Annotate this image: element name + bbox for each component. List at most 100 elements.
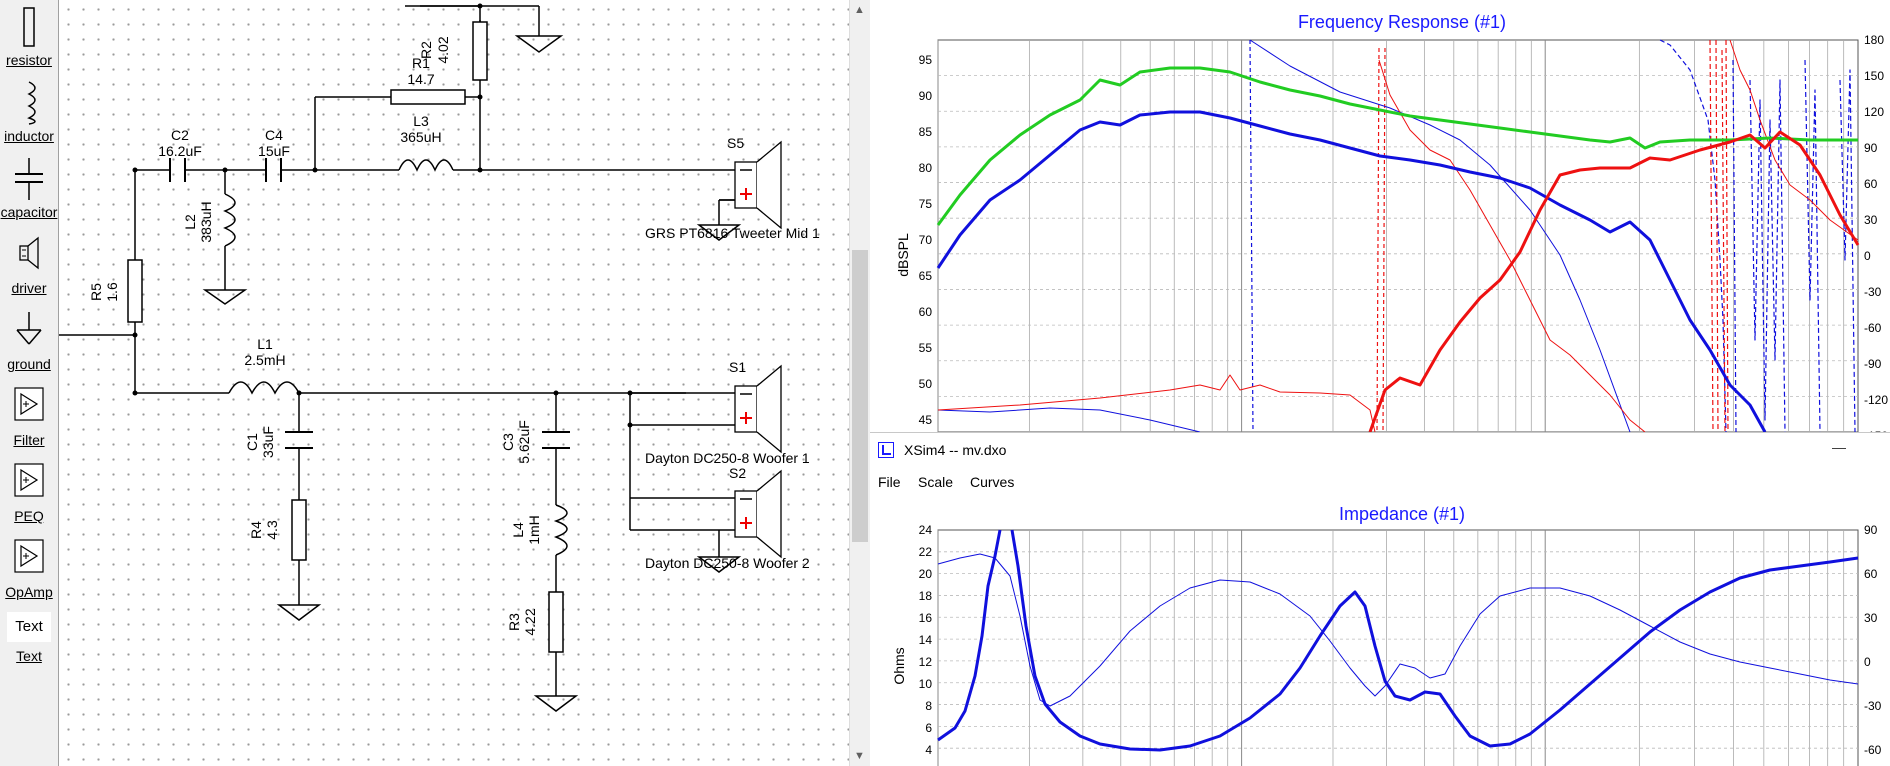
impedance-chart[interactable]: Impedance (#1) Ohms 2422201816141210864 … <box>870 496 1890 766</box>
axis-tick-label: 45 <box>919 413 933 427</box>
tool-label: OpAmp <box>5 584 53 600</box>
imp-right-ticks: 90 60 30 0 -30 -60 <box>1864 523 1882 757</box>
axis-tick-label: 80 <box>919 161 933 175</box>
r3-name: R3 <box>506 613 522 631</box>
s5-name: S5 <box>727 135 744 151</box>
woofer-low-curve <box>937 407 1201 433</box>
scroll-up-icon[interactable]: ▲ <box>854 4 865 16</box>
schematic-drawing: R2 4.02 R1 14.7 L3 365uH C2 16.2uF C4 15… <box>59 3 820 712</box>
menu-scale[interactable]: Scale <box>918 474 954 490</box>
axis-tick-label: 20 <box>919 567 933 581</box>
axis-tick-label: 30 <box>1864 213 1878 227</box>
scrollbar-thumb[interactable] <box>852 250 868 542</box>
app-icon <box>878 442 894 458</box>
driver-icon <box>19 236 39 270</box>
r1-value: 14.7 <box>407 71 434 87</box>
tool-driver[interactable]: driver <box>0 232 58 296</box>
axis-tick-label: 120 <box>1864 105 1884 119</box>
axis-tick-label: 22 <box>919 545 933 559</box>
s2-label: Dayton DC250-8 Woofer 2 <box>645 555 810 571</box>
tool-resistor[interactable]: resistor <box>0 4 58 68</box>
r2-name: R2 <box>418 41 434 59</box>
minimize-button[interactable]: — <box>1832 439 1846 455</box>
c1-name: C1 <box>244 433 260 451</box>
s2-name: S2 <box>729 465 746 481</box>
r4-name: R4 <box>248 521 264 539</box>
tweeter-phase-curve <box>1378 39 1859 433</box>
axis-tick-label: 75 <box>919 197 933 211</box>
tool-ground[interactable]: ground <box>0 308 58 372</box>
component-toolbar: resistor inductor capacitor driver groun… <box>0 0 59 766</box>
axis-tick-label: 16 <box>919 611 933 625</box>
imp-grid <box>937 530 1858 766</box>
tool-label: ground <box>7 356 51 372</box>
axis-tick-label: 90 <box>1864 523 1878 537</box>
tool-peq[interactable]: PEQ <box>0 460 58 524</box>
s1-name: S1 <box>729 359 746 375</box>
menu-bar: File Scale Curves <box>870 468 1890 496</box>
l3-value: 365uH <box>400 129 441 145</box>
tool-label: Filter <box>13 432 45 448</box>
woofer-phase-dashed <box>1659 39 1856 433</box>
tool-label: driver <box>11 280 47 296</box>
schematic-canvas[interactable]: R2 4.02 R1 14.7 L3 365uH C2 16.2uF C4 15… <box>59 0 849 766</box>
opamp-icon <box>14 539 44 573</box>
axis-tick-label: 0 <box>1864 249 1871 263</box>
woofer-phase-curve <box>1249 39 1631 433</box>
fr-ylabel: dBSPL <box>895 233 911 277</box>
l1-value: 2.5mH <box>244 352 285 368</box>
scroll-down-icon[interactable]: ▼ <box>854 750 865 762</box>
schematic-scrollbar[interactable]: ▲ ▼ <box>849 0 870 766</box>
frequency-response-chart[interactable]: Frequency Response (#1) dBSPL 95 90 85 80 75… <box>870 0 1890 443</box>
tool-capacitor[interactable]: capacitor <box>0 156 58 220</box>
axis-tick-label: 0 <box>1864 655 1871 669</box>
axis-tick-label: 65 <box>919 269 933 283</box>
axis-tick-label: -60 <box>1864 321 1882 335</box>
c2-name: C2 <box>171 127 189 143</box>
window-titlebar[interactable]: XSim4 -- mv.dxo — <box>870 432 1890 469</box>
tweeter-response-curve <box>1368 130 1860 433</box>
axis-tick-label: 60 <box>919 305 933 319</box>
l4-value: 1mH <box>526 515 542 545</box>
r1-name: R1 <box>412 55 430 71</box>
axis-tick-label: 70 <box>919 233 933 247</box>
axis-tick-label: 60 <box>1864 567 1878 581</box>
c3-value: 5.62uF <box>516 420 532 464</box>
axis-tick-label: 12 <box>919 655 933 669</box>
s5-label: GRS PT6816 Tweeter Mid 1 <box>645 225 820 241</box>
axis-tick-label: 4 <box>925 743 932 757</box>
c2-value: 16.2uF <box>158 143 202 159</box>
axis-tick-label: 180 <box>1864 33 1884 47</box>
menu-file[interactable]: File <box>878 474 901 490</box>
tool-label: Text <box>16 648 42 664</box>
axis-tick-label: 14 <box>919 633 933 647</box>
l2-value: 383uH <box>198 201 214 242</box>
axis-tick-label: 10 <box>919 677 933 691</box>
text-icon: Text <box>7 612 51 642</box>
l3-name: L3 <box>413 113 429 129</box>
tweeter-low-curve <box>937 374 1376 433</box>
tool-inductor[interactable]: inductor <box>0 80 58 144</box>
tool-filter[interactable]: Filter <box>0 384 58 448</box>
axis-tick-label: -30 <box>1864 699 1882 713</box>
axis-tick-label: -60 <box>1864 743 1882 757</box>
axis-tick-label: 18 <box>919 589 933 603</box>
s1-label: Dayton DC250-8 Woofer 1 <box>645 450 810 466</box>
fr-left-ticks: 95 90 85 80 75 70 65 60 55 50 45 <box>919 53 933 427</box>
tool-text[interactable]: Text Text <box>0 612 58 664</box>
fr-grid <box>937 40 1858 432</box>
r5-value: 1.6 <box>104 282 120 302</box>
axis-tick-label: -120 <box>1864 393 1888 407</box>
axis-tick-label: 24 <box>919 523 933 537</box>
woofer-response-curve <box>936 110 1767 433</box>
c4-name: C4 <box>265 127 283 143</box>
menu-curves[interactable]: Curves <box>970 474 1015 490</box>
tool-opamp[interactable]: OpAmp <box>0 536 58 600</box>
tweeter-phase-dashed <box>1709 39 1729 433</box>
r5-name: R5 <box>88 283 104 301</box>
r4-value: 4.3 <box>264 520 280 540</box>
total-response-curve <box>936 66 1858 226</box>
l4-name: L4 <box>510 522 526 538</box>
axis-tick-label: 85 <box>919 125 933 139</box>
